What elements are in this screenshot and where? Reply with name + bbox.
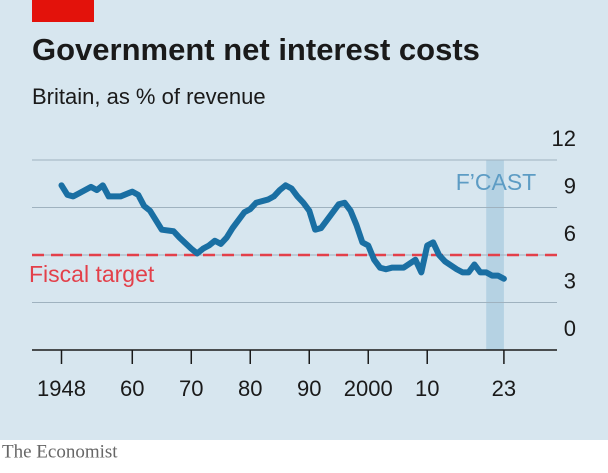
forecast-label: F’CAST [456, 169, 537, 195]
source: The Economist [2, 441, 118, 462]
y-tick-label: 12 [552, 126, 576, 151]
target-label: Fiscal target [29, 261, 155, 287]
chart-title: Government net interest costs [32, 32, 480, 67]
x-tick-label: 80 [238, 376, 262, 401]
chart-subtitle: Britain, as % of revenue [32, 84, 266, 109]
line [58, 182, 507, 282]
x-tick-label: 1948 [37, 376, 86, 401]
x-tick-label: 90 [297, 376, 321, 401]
x-tick-label: 10 [415, 376, 439, 401]
x-tick-label: 70 [179, 376, 203, 401]
y-tick-label: 6 [564, 221, 576, 246]
red-tag [32, 0, 94, 22]
x-tick-label: 2000 [344, 376, 393, 401]
y-tick-label: 3 [564, 268, 576, 293]
x-tick-label: 23 [492, 376, 516, 401]
background [0, 0, 608, 440]
y-tick-label: 9 [564, 173, 576, 198]
y-tick-label: 0 [564, 316, 576, 341]
x-tick-label: 60 [120, 376, 144, 401]
